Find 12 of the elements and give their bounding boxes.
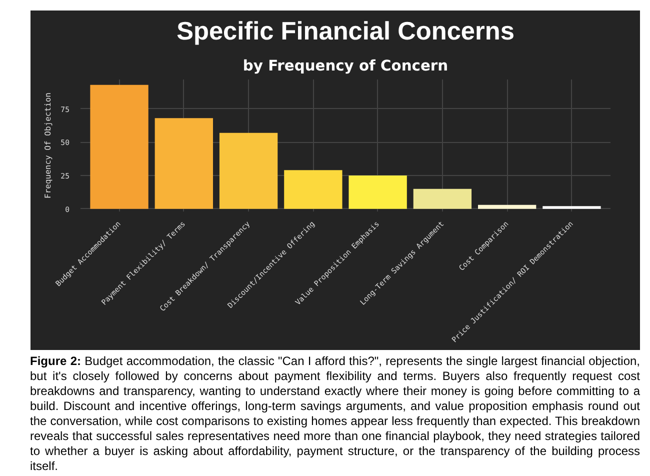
bar (348, 176, 407, 209)
chart-title: Specific Financial Concerns (176, 18, 514, 46)
bar (219, 132, 278, 209)
bar (478, 204, 536, 209)
y-axis-title: Frequency Of Objection (44, 92, 53, 198)
text: Figure 2: Budget accommodation, the classic "Can I afford this?", represents the single largest financial objection, but it's closely followed by concerns about payment flexibility and terms. Buyers also frequently request cost breakdowns and transparency, wanting to understand exactly where their money is going before committing to a build. Discount and incentive offerings, long-term savings arguments, and value proposition emphasis round out the conversation, while cost comparisons to existing homes appear less frequently than expected. This breakdown reveals that successful sales representatives need more than one financial playbook, they need strategies tailored to whether a buyer is asking about affordability, payment structure, or the transparency of the building process itself. (30, 354, 640, 473)
bar (154, 118, 213, 209)
bar (284, 170, 342, 209)
chart-subtitle: by Frequency of Concern (242, 58, 448, 74)
bar (542, 206, 601, 209)
bar (413, 188, 472, 209)
bar (90, 84, 148, 209)
